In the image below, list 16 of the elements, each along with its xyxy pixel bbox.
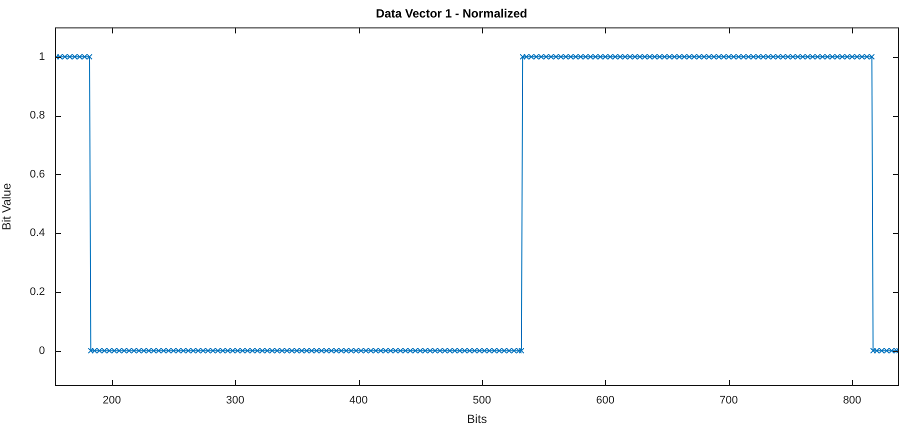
x-tick-label: 800: [842, 394, 862, 407]
x-tick-label: 400: [349, 394, 368, 407]
y-tick-label: 0.8: [30, 110, 45, 122]
y-tick-label: 0.2: [30, 286, 45, 298]
x-tick-label: 600: [596, 394, 615, 407]
y-tick-label: 1: [38, 50, 45, 63]
x-tick-label: 700: [720, 394, 738, 407]
x-tick-label: 500: [472, 394, 492, 407]
y-axis-title: Bit Value: [0, 182, 14, 230]
x-tick-label: 300: [226, 394, 244, 407]
y-tick-label: 0.4: [30, 227, 45, 240]
y-tick-label: 0: [38, 344, 45, 357]
y-tick-label: 0.6: [30, 168, 45, 180]
x-tick-label: 200: [102, 394, 121, 407]
chart-title: Data Vector 1 - Normalized: [376, 6, 528, 21]
x-axis-title: Bits: [466, 412, 488, 426]
